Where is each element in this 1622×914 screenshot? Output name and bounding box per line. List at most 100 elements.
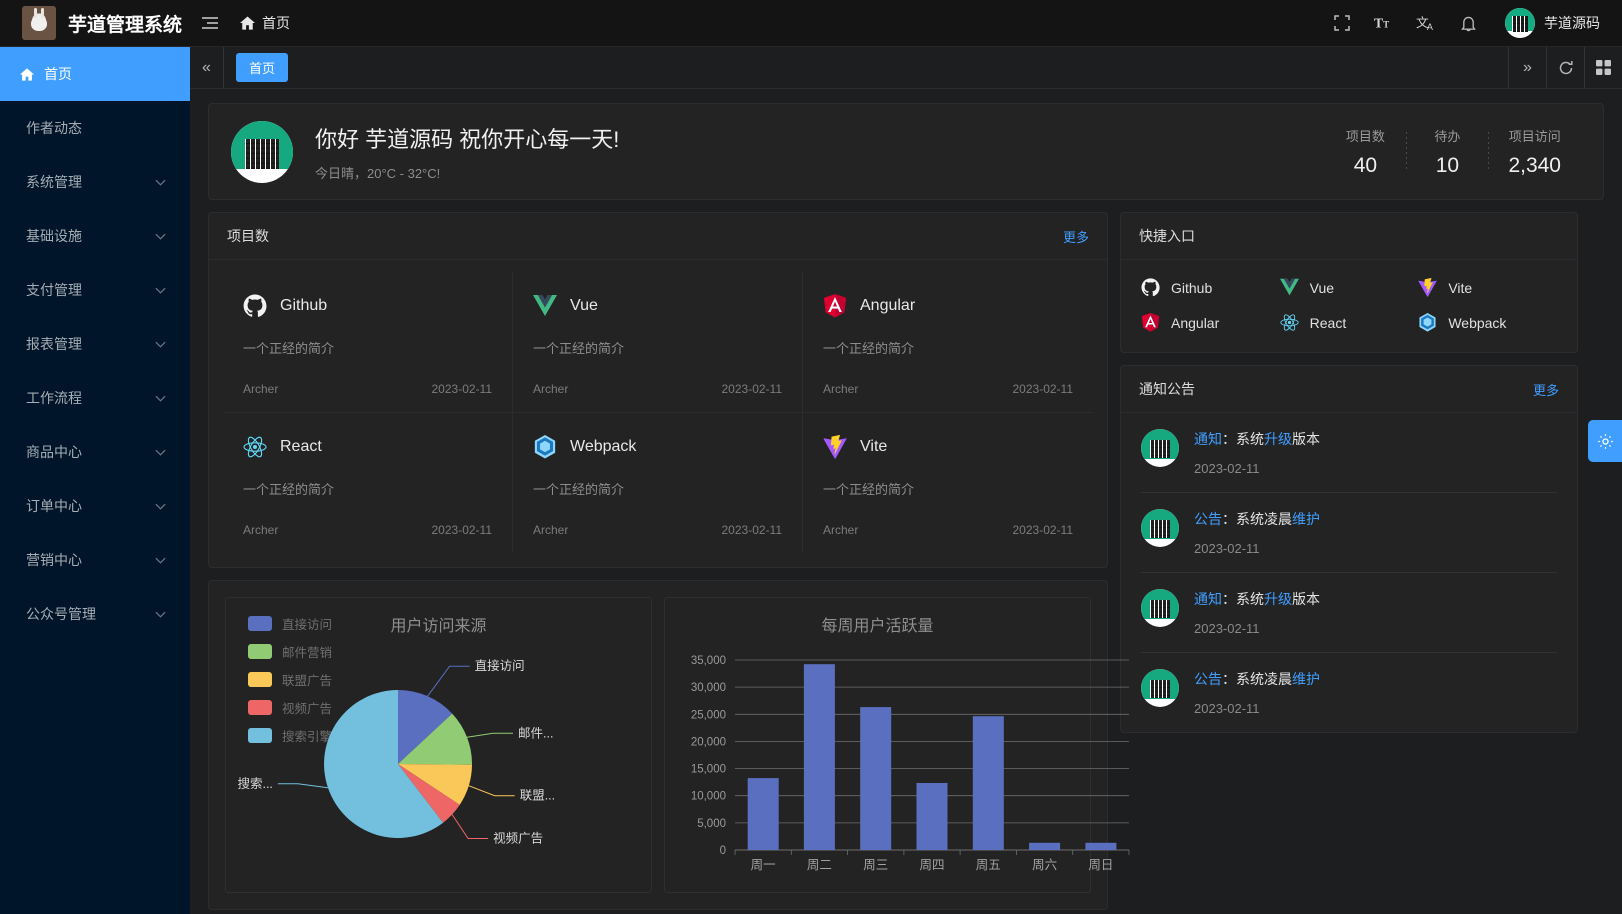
pie-legend: 直接访问 邮件营销 联盟广告 视频广告 搜索引擎 [248, 614, 332, 754]
translate-icon[interactable]: 文 A [1407, 0, 1445, 47]
logo-area[interactable]: 芋道管理系统 [0, 6, 190, 40]
double-chevron-right-icon[interactable]: » [1508, 46, 1546, 89]
sidebar-item-label: 基础设施 [26, 228, 82, 244]
project-card[interactable]: Webpack 一个正经的简介 Archer 2023-02-11 [513, 413, 803, 553]
legend-item[interactable]: 搜索引擎 [248, 726, 332, 745]
legend-label: 搜索引擎 [282, 730, 333, 744]
right-column: 快捷入口 Github Vue Vite Angular React Webpa… [1120, 212, 1578, 910]
notice-avatar [1141, 429, 1179, 467]
main-content: 你好 芋道源码 祝你开心每一天! 今日晴，20°C - 32°C! 项目数 40… [190, 89, 1622, 914]
chevron-down-icon [155, 611, 166, 618]
chevron-down-icon [155, 503, 166, 510]
project-meta: Archer 2023-02-11 [243, 382, 492, 396]
notice-item[interactable]: 公告：系统凌晨维护 2023-02-11 [1141, 493, 1557, 573]
pie-chart: 用户访问来源 直接访问 邮件营销 联盟广告 视频广告 搜索引擎 直接访问 邮件...… [225, 597, 652, 893]
sidebar-item-5[interactable]: 报表管理 [0, 317, 190, 371]
refresh-icon[interactable] [1546, 46, 1584, 89]
quick-entry-item[interactable]: Github [1141, 278, 1280, 297]
svg-text:T: T [1383, 20, 1389, 30]
grid-layout-icon[interactable] [1584, 46, 1622, 89]
svg-text:直接访问: 直接访问 [475, 658, 525, 673]
projects-more-link[interactable]: 更多 [1062, 229, 1089, 245]
legend-item[interactable]: 视频广告 [248, 698, 332, 717]
svg-text:周三: 周三 [863, 858, 888, 872]
project-desc: 一个正经的简介 [533, 482, 625, 497]
notice-title: 公告：系统凌晨维护 [1194, 511, 1320, 527]
app-header: 芋道管理系统 首页 T T 文 A [0, 0, 1622, 47]
sidebar-item-8[interactable]: 订单中心 [0, 479, 190, 533]
quick-entry-title: 快捷入口 [1139, 228, 1195, 244]
sidebar-item-label: 商品中心 [26, 444, 82, 460]
sidebar-item-2[interactable]: 系统管理 [0, 155, 190, 209]
legend-label: 联盟广告 [282, 674, 333, 688]
avatar [1505, 8, 1535, 38]
svg-text:30,000: 30,000 [691, 682, 726, 694]
legend-item[interactable]: 联盟广告 [248, 670, 332, 689]
sidebar-item-label: 订单中心 [26, 498, 82, 514]
gear-icon [1597, 433, 1614, 450]
legend-swatch [248, 616, 272, 631]
project-card[interactable]: Github 一个正经的简介 Archer 2023-02-11 [223, 272, 513, 413]
fullscreen-icon[interactable] [1323, 0, 1361, 47]
quick-entry-item[interactable]: Vue [1279, 278, 1419, 297]
tab-bar-actions: » [1508, 46, 1622, 89]
svg-text:搜索...: 搜索... [237, 776, 272, 791]
hamburger-icon[interactable] [190, 0, 230, 47]
sidebar-item-0[interactable]: 首页 [0, 47, 190, 101]
font-size-icon[interactable]: T T [1365, 0, 1403, 47]
project-card[interactable]: React 一个正经的简介 Archer 2023-02-11 [223, 413, 513, 553]
sidebar-item-label: 工作流程 [26, 390, 82, 406]
project-card[interactable]: Vue 一个正经的简介 Archer 2023-02-11 [513, 272, 803, 413]
project-header: Angular [823, 294, 1073, 318]
angular-icon [823, 294, 847, 318]
quick-entry-item[interactable]: Vite [1418, 278, 1557, 297]
settings-drawer-toggle[interactable] [1588, 420, 1622, 462]
sidebar-item-10[interactable]: 公众号管理 [0, 587, 190, 641]
legend-item[interactable]: 邮件营销 [248, 642, 332, 661]
sidebar-item-4[interactable]: 支付管理 [0, 263, 190, 317]
react-icon [1280, 313, 1299, 332]
sidebar-item-7[interactable]: 商品中心 [0, 425, 190, 479]
svg-text:35,000: 35,000 [691, 655, 726, 667]
vite-icon [1418, 278, 1438, 297]
legend-item[interactable]: 直接访问 [248, 614, 332, 633]
pie-chart-title: 用户访问来源 [390, 618, 487, 635]
tab-bar: « 首页 » [190, 46, 1622, 89]
svg-text:周五: 周五 [976, 858, 1001, 872]
sidebar-item-1[interactable]: 作者动态 [0, 101, 190, 155]
tab-home[interactable]: 首页 [236, 53, 289, 82]
svg-text:文: 文 [1416, 15, 1429, 30]
breadcrumb[interactable]: 首页 [230, 13, 300, 33]
vite-icon [823, 435, 847, 459]
project-meta: Archer 2023-02-11 [533, 382, 782, 396]
notices-more-link[interactable]: 更多 [1532, 382, 1559, 398]
quick-entry-item[interactable]: React [1280, 313, 1419, 332]
quick-entry-label: Angular [1171, 314, 1220, 331]
notice-avatar [1141, 509, 1179, 547]
legend-swatch [248, 728, 272, 743]
project-card[interactable]: Vite 一个正经的简介 Archer 2023-02-11 [803, 413, 1093, 553]
svg-text:0: 0 [720, 845, 726, 857]
sidebar-item-label: 首页 [44, 66, 72, 82]
user-menu[interactable]: 芋道源码 [1491, 8, 1606, 38]
project-header: React [243, 435, 492, 459]
notices-header: 通知公告 更多 [1121, 366, 1577, 413]
project-meta: Archer 2023-02-11 [823, 523, 1073, 537]
notice-item[interactable]: 通知：系统升级版本 2023-02-11 [1141, 413, 1557, 493]
project-card[interactable]: Angular 一个正经的简介 Archer 2023-02-11 [803, 272, 1093, 413]
svg-text:25,000: 25,000 [691, 709, 726, 721]
bell-icon[interactable] [1449, 0, 1487, 47]
sidebar-item-9[interactable]: 营销中心 [0, 533, 190, 587]
notice-item[interactable]: 公告：系统凌晨维护 2023-02-11 [1141, 653, 1557, 732]
charts-card: 用户访问来源 直接访问 邮件营销 联盟广告 视频广告 搜索引擎 直接访问 邮件...… [208, 580, 1130, 910]
sidebar-item-3[interactable]: 基础设施 [0, 209, 190, 263]
quick-entry-item[interactable]: Webpack [1418, 313, 1557, 332]
double-chevron-left-icon[interactable]: « [190, 46, 224, 89]
chevron-down-icon [155, 395, 166, 402]
notice-item[interactable]: 通知：系统升级版本 2023-02-11 [1141, 573, 1557, 653]
app-logo-icon [22, 6, 56, 40]
notice-avatar [1141, 669, 1179, 707]
sidebar-item-6[interactable]: 工作流程 [0, 371, 190, 425]
quick-entry-item[interactable]: Angular [1141, 313, 1280, 332]
notice-date: 2023-02-11 [1194, 621, 1260, 636]
